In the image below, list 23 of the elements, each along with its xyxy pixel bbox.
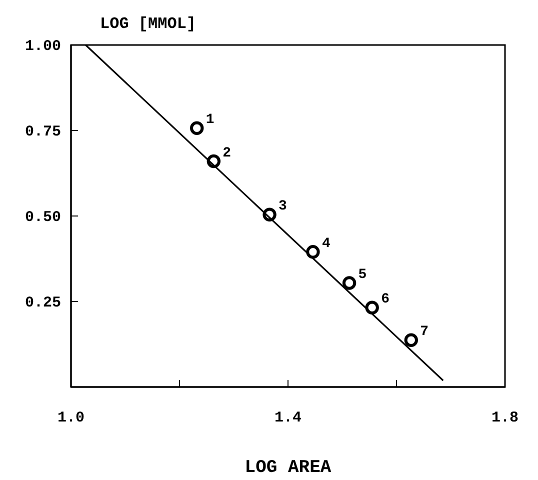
y-tick-label: 1.00 (24, 38, 61, 55)
point (206, 154, 221, 168)
point (365, 300, 379, 314)
annotation: 4 (322, 236, 330, 252)
y-tick-label: 0.75 (24, 123, 61, 140)
y-tick-label: 0.25 (24, 294, 61, 312)
point (342, 276, 356, 290)
x-tick-label: 1.0 (57, 410, 85, 427)
point (262, 208, 276, 222)
annotation: 6 (381, 292, 390, 308)
annotation: 2 (222, 145, 232, 162)
x-tick-label: 1.8 (491, 410, 519, 427)
x-tick-label: 1.4 (274, 410, 302, 427)
annotation: 5 (358, 267, 367, 284)
y-axis-title: LOG [MMOL] (100, 15, 196, 33)
annotation: 1 (206, 112, 214, 128)
y-tick-label: 0.50 (24, 208, 61, 226)
x-axis-title: LOG AREA (244, 458, 332, 478)
point (404, 333, 418, 347)
annotation: 7 (420, 324, 429, 340)
point (190, 121, 204, 135)
annotation: 3 (278, 198, 287, 215)
point (306, 245, 320, 259)
